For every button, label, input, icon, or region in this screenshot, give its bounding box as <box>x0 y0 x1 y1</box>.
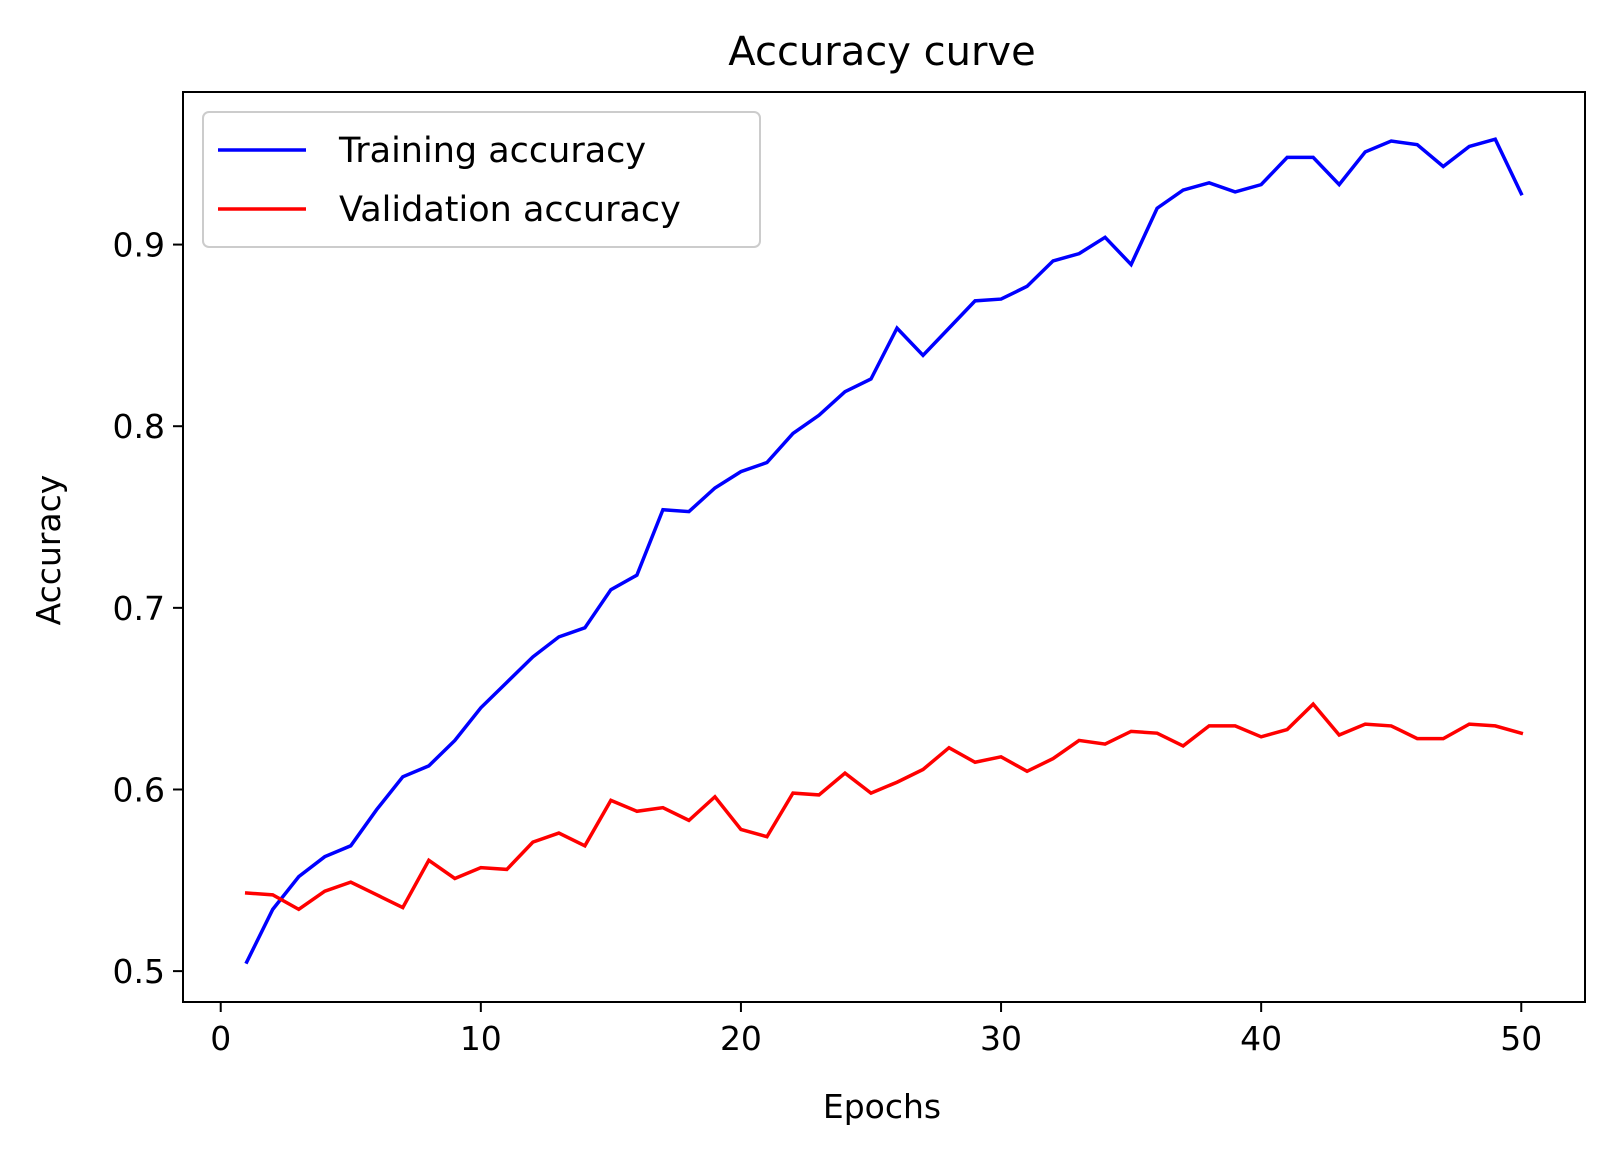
y-axis-label: Accuracy <box>29 475 68 626</box>
y-tick-label: 0.8 <box>113 407 165 446</box>
x-tick-label: 30 <box>980 1019 1022 1058</box>
legend: Training accuracy Validation accuracy <box>202 111 761 248</box>
y-tick-label: 0.6 <box>113 770 165 809</box>
x-tick-label: 10 <box>460 1019 502 1058</box>
y-tick-label: 0.5 <box>113 952 165 991</box>
x-tick-label: 40 <box>1240 1019 1282 1058</box>
training-accuracy-legend-label: Training accuracy <box>338 131 646 171</box>
y-tick-label: 0.7 <box>113 589 165 628</box>
plot-area: 0 10 20 30 40 50 0.5 0.6 0.7 0.8 0.9 <box>113 91 1586 1058</box>
x-tick-label: 0 <box>210 1019 231 1058</box>
chart-title: Accuracy curve <box>728 29 1035 75</box>
x-tick-label: 50 <box>1500 1019 1542 1058</box>
y-tick-label: 0.9 <box>113 226 165 265</box>
axes-frame <box>182 91 1586 1003</box>
validation-accuracy-legend-label: Validation accuracy <box>339 190 681 230</box>
legend-box <box>202 111 761 248</box>
training-accuracy-line <box>244 137 1524 965</box>
x-tick-label: 20 <box>720 1019 762 1058</box>
validation-accuracy-line <box>244 701 1524 912</box>
x-axis-label: Epochs <box>823 1087 941 1126</box>
